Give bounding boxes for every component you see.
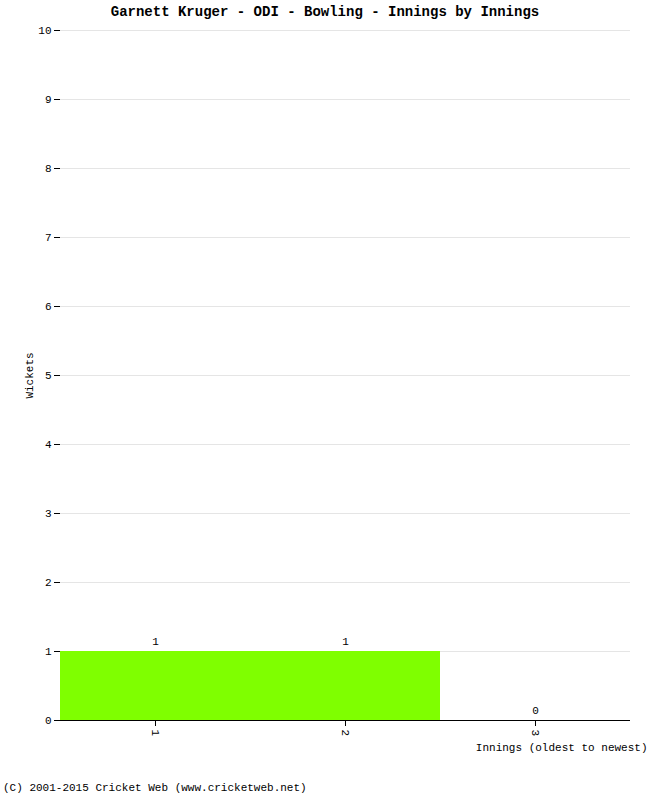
svg-text:Wickets: Wickets (24, 352, 36, 398)
svg-text:5: 5 (45, 370, 52, 382)
svg-text:Innings (oldest to newest): Innings (oldest to newest) (476, 742, 648, 754)
svg-text:8: 8 (45, 163, 52, 175)
html-text:(C) 2001-2015 Cricket Web (www: (C) 2001-2015 Cricket Web (www.cricketwe… (3, 782, 307, 794)
svg-text:2: 2 (45, 577, 52, 589)
svg-text:1: 1 (149, 730, 161, 737)
svg-text:1: 1 (342, 636, 349, 648)
svg-text:3: 3 (529, 730, 541, 737)
svg-text:4: 4 (45, 439, 52, 451)
svg-text:7: 7 (45, 232, 52, 244)
svg-text:3: 3 (45, 508, 52, 520)
html-text:Garnett Kruger - ODI - Bowling: Garnett Kruger - ODI - Bowling - Innings… (110, 4, 540, 20)
svg-text:1: 1 (45, 646, 52, 658)
svg-text:0: 0 (532, 705, 539, 717)
svg-text:9: 9 (45, 94, 52, 106)
svg-text:6: 6 (45, 301, 52, 313)
svg-text:10: 10 (38, 25, 51, 37)
svg-text:2: 2 (339, 730, 351, 737)
svg-text:0: 0 (45, 715, 52, 727)
svg-text:1: 1 (152, 636, 159, 648)
